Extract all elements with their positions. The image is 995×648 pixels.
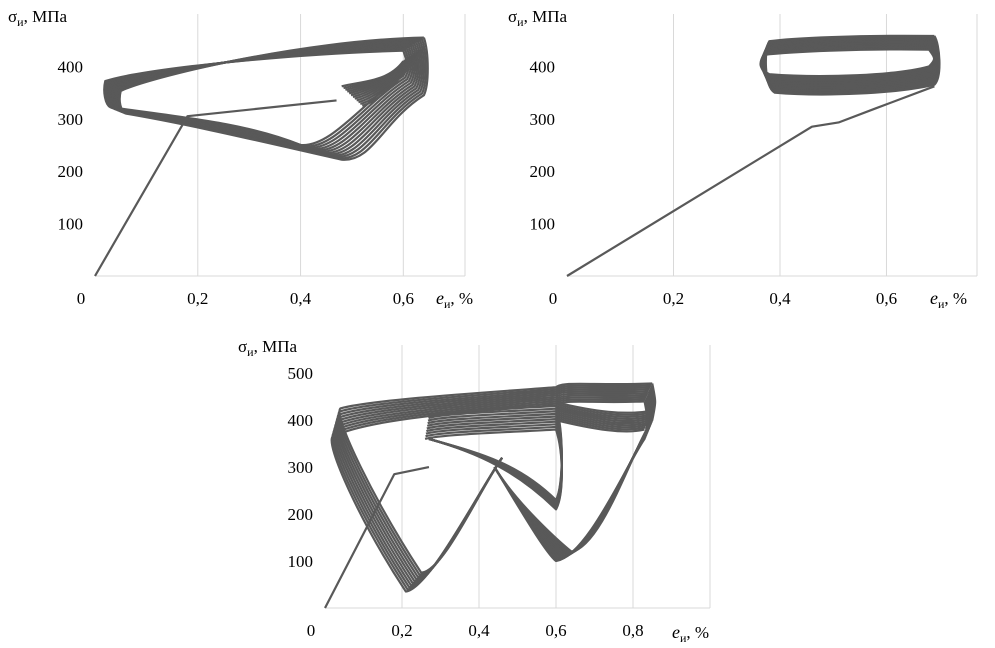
chart-3-cycle-upper — [555, 413, 648, 427]
chart-2-y-axis-label: σи, МПа — [508, 7, 567, 29]
chart-1: 100 200 300 400 0 0,2 0,4 0,6 σи, МПа eи, % — [8, 7, 473, 311]
c2-y-tick-label: 400 — [530, 57, 556, 76]
chart-1-cycle-curves — [103, 36, 429, 161]
chart-3-loading-curve — [324, 466, 430, 609]
chart-2-cycle-loop — [764, 34, 941, 96]
chart-2-cycle-loop — [761, 43, 938, 84]
chart-3-cycle-curves — [330, 382, 657, 593]
chart-3-y-tick-labels: 100 200 300 400 500 — [288, 364, 314, 571]
c1-x-tick-label: 0,4 — [290, 289, 312, 308]
c1-x-tick-label: 0,2 — [187, 289, 208, 308]
c3-x-tick-label: 0,2 — [391, 621, 412, 640]
c2-y-tick-label: 300 — [530, 110, 556, 129]
c2-y-tick-label: 200 — [530, 162, 556, 181]
c3-x-tick-label: 0,4 — [468, 621, 490, 640]
chart-2-y-tick-labels: 100 200 300 400 — [530, 57, 556, 233]
c2-x-tick-label: 0,4 — [769, 289, 791, 308]
c1-x-tick-label: 0 — [77, 289, 86, 308]
c3-y-tick-label: 500 — [288, 364, 314, 383]
chart-3-cycle-mid — [428, 404, 563, 502]
chart-3-cycle-upper — [555, 409, 650, 423]
chart-3-cycle-upper — [555, 417, 646, 431]
c3-x-tick-label: 0 — [307, 621, 316, 640]
c1-y-tick-label: 100 — [58, 215, 84, 234]
chart-2-cycle-loop — [760, 45, 937, 81]
chart-2-cycle-curves — [759, 34, 941, 96]
chart-2-cycle-loop — [762, 39, 939, 89]
chart-3-x-axis-label: eи, % — [672, 622, 709, 645]
chart-2-x-axis-label: eи, % — [930, 288, 967, 311]
chart-2-cycle-loop — [759, 47, 936, 79]
c1-x-tick-label: 0,6 — [393, 289, 414, 308]
c1-y-tick-label: 300 — [58, 110, 84, 129]
chart-2-cycle-loop — [763, 38, 940, 91]
chart-1-x-tick-labels: 0 0,2 0,4 0,6 — [77, 289, 414, 308]
c1-y-tick-label: 200 — [58, 162, 84, 181]
c2-y-tick-label: 100 — [530, 215, 556, 234]
chart-1-cycle-inner — [361, 47, 425, 107]
chart-3-cycle-upper — [555, 411, 649, 425]
c1-y-tick-label: 400 — [58, 57, 84, 76]
c3-y-tick-label: 400 — [288, 411, 314, 430]
chart-2-cycle-loop — [759, 48, 936, 78]
chart-3: 100 200 300 400 500 0 0,2 0,4 0,6 0,8 σи, МПа eи… — [238, 337, 711, 645]
chart-3-y-axis-label: σи, МПа — [238, 337, 297, 359]
c3-y-tick-label: 100 — [288, 552, 314, 571]
chart-3-cycle-upper — [555, 407, 650, 421]
c2-x-tick-label: 0,2 — [663, 289, 684, 308]
chart-3-cycle-upper — [555, 405, 651, 418]
c3-y-tick-label: 200 — [288, 505, 314, 524]
c3-x-tick-label: 0,6 — [545, 621, 566, 640]
chart-2-cycle-loop — [762, 40, 939, 88]
chart-3-cycle-right — [493, 383, 657, 553]
chart-3-cycle-upper — [555, 419, 645, 433]
chart-2-x-tick-labels: 0 0,2 0,4 0,6 — [549, 289, 897, 308]
c3-x-tick-label: 0,8 — [622, 621, 643, 640]
chart-3-gridlines — [401, 345, 711, 608]
chart-1-loading-curve — [94, 99, 337, 277]
chart-2-gridlines — [672, 14, 978, 276]
chart-2-cycle-loop — [760, 44, 937, 83]
c2-x-tick-label: 0,6 — [876, 289, 897, 308]
chart-2-cycle-loop — [761, 42, 938, 86]
chart-2: 100 200 300 400 0 0,2 0,4 0,6 σи, МПа eи, % — [508, 7, 978, 311]
c2-x-tick-label: 0 — [549, 289, 558, 308]
chart-2-cycle-loop — [763, 37, 940, 93]
chart-3-cycle-upper — [555, 403, 652, 416]
chart-2-cycle-loop — [764, 35, 941, 94]
chart-1-y-axis-label: σи, МПа — [8, 7, 67, 29]
chart-1-x-axis-label: eи, % — [436, 288, 473, 311]
chart-3-x-tick-labels: 0 0,2 0,4 0,6 0,8 — [307, 621, 644, 640]
chart-1-y-tick-labels: 100 200 300 400 — [58, 57, 84, 233]
c3-y-tick-label: 300 — [288, 458, 314, 477]
chart-2-loading-curve — [566, 85, 935, 277]
chart-1-gridlines — [197, 14, 466, 276]
chart-3-cycle-left — [338, 382, 653, 574]
chart-3-cycle-upper — [555, 401, 653, 414]
chart-3-cycle-upper — [555, 415, 647, 429]
